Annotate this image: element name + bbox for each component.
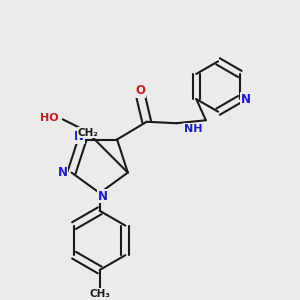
Text: O: O bbox=[136, 84, 146, 97]
Text: N: N bbox=[241, 93, 251, 106]
Text: NH: NH bbox=[184, 124, 202, 134]
Text: N: N bbox=[74, 130, 84, 143]
Text: N: N bbox=[98, 190, 108, 202]
Text: HO: HO bbox=[40, 113, 58, 123]
Text: CH₂: CH₂ bbox=[77, 128, 98, 138]
Text: N: N bbox=[58, 166, 68, 179]
Text: CH₃: CH₃ bbox=[89, 289, 110, 299]
